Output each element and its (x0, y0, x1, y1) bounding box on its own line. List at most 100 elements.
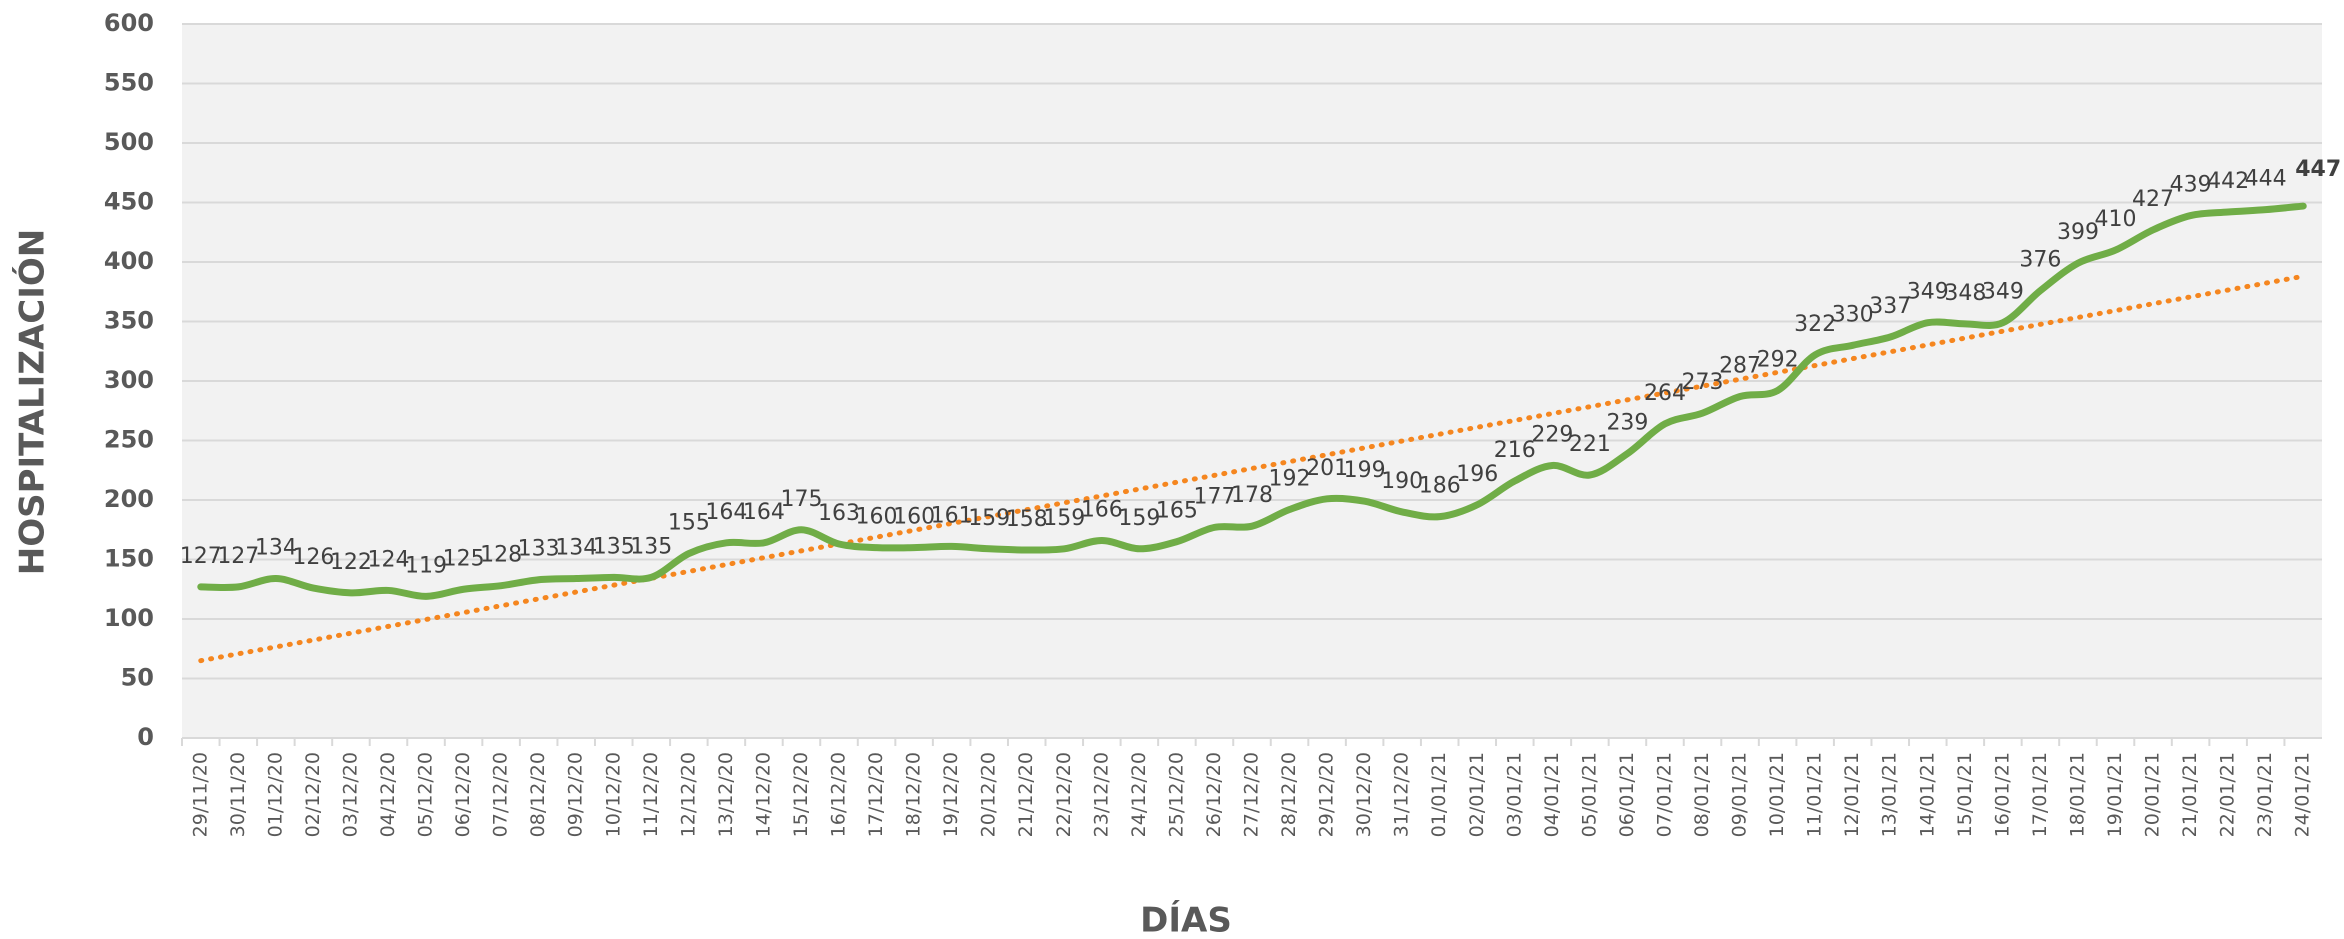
y-tick-label: 400 (104, 247, 154, 275)
data-label: 239 (1606, 411, 1648, 436)
data-label: 221 (1569, 432, 1611, 457)
x-tick-label: 19/01/21 (2104, 752, 2126, 837)
x-tick-label: 16/01/21 (1991, 752, 2013, 837)
x-tick-label: 28/12/20 (1278, 752, 1300, 837)
x-tick-label: 14/01/21 (1916, 752, 1938, 837)
data-label: 160 (893, 505, 935, 530)
data-label: 135 (593, 534, 635, 559)
x-tick-label: 16/12/20 (828, 752, 850, 837)
data-label: 439 (2170, 173, 2212, 198)
x-tick-label: 18/12/20 (903, 752, 925, 837)
x-tick-label: 15/12/20 (790, 752, 812, 837)
data-label: 119 (405, 553, 447, 578)
x-tick-label: 25/12/20 (1165, 752, 1187, 837)
x-tick-label: 22/01/21 (2217, 752, 2239, 837)
x-tick-label: 07/12/20 (490, 752, 512, 837)
y-tick-label: 100 (104, 604, 154, 632)
x-tick-label: 31/12/20 (1391, 752, 1413, 837)
x-tick-label: 27/12/20 (1241, 752, 1263, 837)
x-tick-label: 13/12/20 (715, 752, 737, 837)
data-label: 135 (630, 534, 672, 559)
data-label: 199 (1344, 458, 1386, 483)
x-tick-label: 22/12/20 (1053, 752, 1075, 837)
x-axis-title: DÍAS (1140, 900, 1232, 939)
y-tick-label: 250 (104, 426, 154, 454)
data-label: 399 (2057, 220, 2099, 245)
data-label: 229 (1531, 422, 1573, 447)
x-tick-label: 05/01/21 (1578, 752, 1600, 837)
data-label: 166 (1081, 497, 1123, 522)
trend-line (198, 273, 2306, 664)
data-label: 348 (1944, 281, 1986, 306)
x-tick-label: 05/12/20 (415, 752, 437, 837)
x-tick-label: 03/12/20 (339, 752, 361, 837)
data-label: 201 (1306, 456, 1348, 481)
x-tick-label: 29/12/20 (1316, 752, 1338, 837)
data-label: 376 (2019, 248, 2061, 273)
data-label: 155 (668, 511, 710, 536)
data-label: 447 (2295, 157, 2341, 182)
data-label: 159 (1043, 506, 1085, 531)
data-label: 292 (1757, 348, 1799, 373)
x-tick-label: 17/01/21 (2029, 752, 2051, 837)
data-label: 126 (292, 545, 334, 570)
x-tick-label: 01/01/21 (1428, 752, 1450, 837)
data-label: 134 (555, 536, 597, 561)
x-tick-label: 09/12/20 (565, 752, 587, 837)
data-label: 178 (1231, 483, 1273, 508)
x-tick-label: 18/01/21 (2066, 752, 2088, 837)
x-tick-label: 12/12/20 (677, 752, 699, 837)
x-tick-label: 04/12/20 (377, 752, 399, 837)
data-label: 127 (217, 544, 259, 569)
x-tick-label: 02/12/20 (302, 752, 324, 837)
x-tick-label: 12/01/21 (1841, 752, 1863, 837)
data-label: 161 (931, 503, 973, 528)
data-label: 196 (1456, 462, 1498, 487)
x-tick-label: 02/01/21 (1466, 752, 1488, 837)
data-label: 427 (2132, 187, 2174, 212)
data-label: 163 (818, 501, 860, 526)
data-label: 322 (1794, 312, 1836, 337)
y-tick-label: 600 (104, 9, 154, 37)
x-tick-label: 20/01/21 (2142, 752, 2164, 837)
data-label: 160 (856, 505, 898, 530)
data-label: 442 (2207, 169, 2249, 194)
data-label: 125 (443, 546, 485, 571)
x-tick-label: 17/12/20 (865, 752, 887, 837)
x-tick-label: 04/01/21 (1541, 752, 1563, 837)
x-tick-label: 14/12/20 (752, 752, 774, 837)
y-tick-label: 300 (104, 366, 154, 394)
y-tick-label: 500 (104, 128, 154, 156)
x-tick-label: 30/11/20 (227, 752, 249, 837)
x-tick-label: 20/12/20 (978, 752, 1000, 837)
y-tick-label: 50 (121, 664, 154, 692)
x-tick-label: 07/01/21 (1653, 752, 1675, 837)
data-label: 122 (330, 550, 372, 575)
x-tick-label: 03/01/21 (1503, 752, 1525, 837)
data-label: 186 (1419, 474, 1461, 499)
data-label: 158 (1006, 507, 1048, 532)
data-label: 127 (180, 544, 222, 569)
data-label: 410 (2095, 207, 2137, 232)
data-label: 133 (518, 537, 560, 562)
data-label: 330 (1832, 302, 1874, 327)
x-tick-label: 21/01/21 (2179, 752, 2201, 837)
y-tick-label: 350 (104, 307, 154, 335)
x-tick-label: 08/01/21 (1691, 752, 1713, 837)
data-label: 264 (1644, 381, 1686, 406)
data-label: 165 (1156, 499, 1198, 524)
data-label: 337 (1869, 294, 1911, 319)
x-tick-label: 21/12/20 (1015, 752, 1037, 837)
data-label: 177 (1193, 484, 1235, 509)
x-tick-label: 01/12/20 (264, 752, 286, 837)
y-tick-label: 450 (104, 188, 154, 216)
data-label: 159 (968, 506, 1010, 531)
data-line (197, 202, 2307, 600)
data-label: 190 (1381, 469, 1423, 494)
x-tick-label: 08/12/20 (527, 752, 549, 837)
x-tick-label: 11/12/20 (640, 752, 662, 837)
x-tick-label: 09/01/21 (1729, 752, 1751, 837)
x-tick-label: 24/12/20 (1128, 752, 1150, 837)
data-label: 349 (1907, 280, 1949, 305)
data-label: 134 (255, 536, 297, 561)
